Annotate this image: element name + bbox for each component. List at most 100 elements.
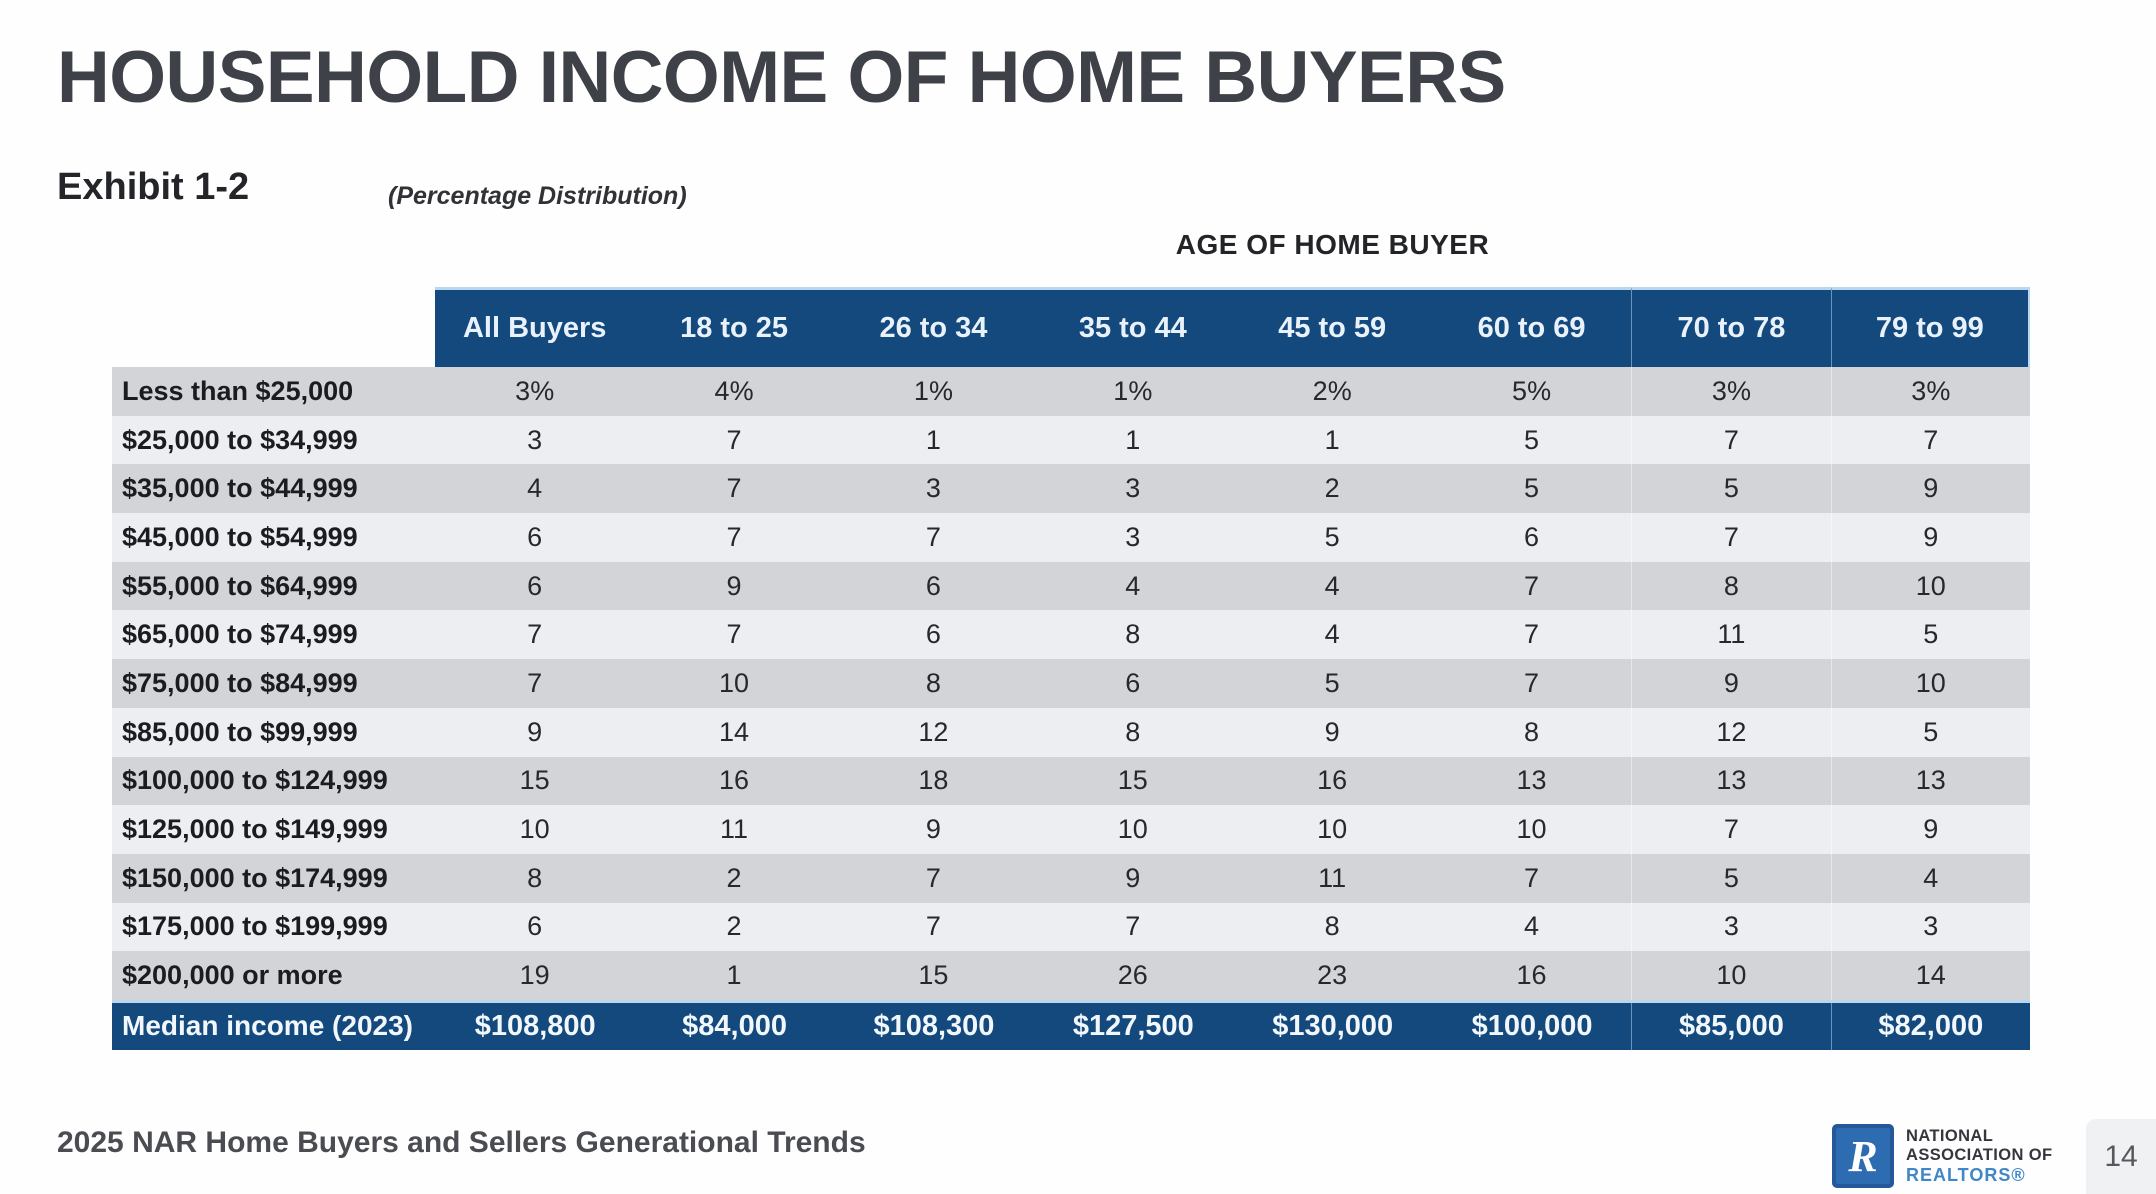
cell-value: 3% bbox=[1830, 367, 2030, 416]
cell-value: 2 bbox=[726, 862, 742, 893]
cell-value: 9 bbox=[1830, 805, 2030, 854]
nar-logo-mark-icon: R bbox=[1832, 1124, 1894, 1188]
cell-value: 6 bbox=[925, 619, 941, 650]
age-group-header: AGE OF HOME BUYER bbox=[1175, 229, 1490, 260]
page-number-badge: 14 bbox=[2086, 1119, 2156, 1194]
cell-value: 2 bbox=[726, 911, 742, 942]
nar-logo: R NATIONAL ASSOCIATION OF REALTORS® bbox=[1832, 1124, 2052, 1188]
cell-value: 11 bbox=[1318, 862, 1347, 893]
row-label: $75,000 to $84,999 bbox=[122, 667, 358, 698]
cell-value: 8 bbox=[527, 862, 543, 893]
row-label: $65,000 to $74,999 bbox=[122, 619, 358, 650]
cell-value: 9 bbox=[1830, 513, 2030, 562]
cell-value: 7 bbox=[726, 473, 742, 504]
cell-value: 4% bbox=[714, 375, 754, 406]
cell-value: 7 bbox=[1631, 415, 1830, 465]
cell-value: 26 bbox=[1117, 960, 1148, 991]
cell-value: 3 bbox=[1125, 473, 1141, 504]
cell-value: 6 bbox=[527, 570, 543, 601]
cell-value: 13 bbox=[1516, 765, 1547, 796]
cell-value: 3 bbox=[1631, 902, 1830, 952]
cell-value: 14 bbox=[1830, 951, 2030, 1000]
cell-value: 8 bbox=[925, 667, 941, 698]
cell-value: 5 bbox=[1324, 667, 1340, 698]
cell-value: 4 bbox=[1524, 911, 1540, 942]
cell-value: 6 bbox=[925, 570, 941, 601]
cell-value: 4 bbox=[1830, 853, 2030, 903]
cell-value: 12 bbox=[1631, 707, 1830, 757]
row-label: $45,000 to $54,999 bbox=[122, 521, 358, 552]
median-cell-value: $100,000 bbox=[1471, 1009, 1593, 1042]
cell-value: 9 bbox=[1631, 659, 1830, 708]
cell-value: 10 bbox=[1830, 561, 2030, 611]
column-header: 79 to 99 bbox=[1830, 287, 2030, 367]
column-header: 45 to 59 bbox=[1232, 287, 1432, 367]
cell-value: 5 bbox=[1830, 610, 2030, 660]
cell-value: 5 bbox=[1524, 473, 1540, 504]
table-row: $175,000 to $199,999 6 2 7 7 8 4 3 3 bbox=[112, 902, 2030, 952]
cell-value: 10 bbox=[1631, 951, 1830, 1000]
median-cell-value: $84,000 bbox=[682, 1009, 787, 1042]
cell-value: 7 bbox=[1125, 911, 1141, 942]
cell-value: 3% bbox=[1631, 367, 1830, 416]
cell-value: 23 bbox=[1317, 960, 1348, 991]
cell-value: 8 bbox=[1125, 619, 1141, 650]
nar-logo-line-national: NATIONAL bbox=[1906, 1126, 1994, 1145]
cell-value: 14 bbox=[719, 716, 750, 747]
cell-value: 7 bbox=[1631, 805, 1830, 854]
cell-value: 8 bbox=[1524, 716, 1540, 747]
median-row: Median income (2023) $108,800 $84,000 $108… bbox=[112, 999, 2030, 1050]
cell-value: 7 bbox=[1524, 862, 1540, 893]
cell-value: 2% bbox=[1312, 375, 1352, 406]
cell-value: 16 bbox=[1317, 765, 1348, 796]
cell-value: 9 bbox=[1125, 862, 1141, 893]
exhibit-label: Exhibit 1-2 bbox=[57, 166, 250, 208]
cell-value: 12 bbox=[918, 716, 949, 747]
cell-value: 3 bbox=[527, 424, 543, 455]
row-label: Less than $25,000 bbox=[122, 375, 354, 406]
cell-value: 5% bbox=[1512, 375, 1552, 406]
table-row: $200,000 or more 19 1 15 26 23 16 10 14 bbox=[112, 951, 2030, 1000]
table-row: $65,000 to $74,999 7 7 6 8 4 7 11 5 bbox=[112, 610, 2030, 660]
row-label: $25,000 to $34,999 bbox=[122, 424, 358, 455]
cell-value: 4 bbox=[1324, 570, 1340, 601]
row-label: $150,000 to $174,999 bbox=[122, 862, 388, 893]
row-label: $200,000 or more bbox=[122, 960, 343, 991]
cell-value: 18 bbox=[918, 765, 949, 796]
nar-logo-line-realtors: REALTORS® bbox=[1906, 1164, 2026, 1185]
cell-value: 7 bbox=[527, 667, 543, 698]
cell-value: 10 bbox=[1317, 814, 1348, 845]
table-header-row: All Buyers 18 to 25 26 to 34 35 to 44 45 to … bbox=[112, 287, 2030, 367]
cell-value: 7 bbox=[726, 619, 742, 650]
cell-value: 19 bbox=[519, 960, 550, 991]
cell-value: 10 bbox=[1117, 814, 1148, 845]
cell-value: 10 bbox=[1830, 659, 2030, 708]
table-corner-blank bbox=[112, 287, 435, 367]
cell-value: 15 bbox=[918, 960, 949, 991]
cell-value: 4 bbox=[1125, 570, 1141, 601]
cell-value: 1 bbox=[726, 960, 742, 991]
cell-value: 6 bbox=[527, 911, 543, 942]
cell-value: 5 bbox=[1830, 707, 2030, 757]
cell-value: 5 bbox=[1631, 464, 1830, 514]
cell-value: 3 bbox=[925, 473, 941, 504]
row-label: $175,000 to $199,999 bbox=[122, 911, 388, 942]
cell-value: 7 bbox=[1830, 415, 2030, 465]
income-table: All Buyers 18 to 25 26 to 34 35 to 44 45 to … bbox=[112, 287, 2030, 1050]
row-label: $100,000 to $124,999 bbox=[122, 765, 388, 796]
table-row: $100,000 to $124,999 15 16 18 15 16 13 13 13 bbox=[112, 756, 2030, 806]
column-header: All Buyers bbox=[435, 287, 635, 367]
cell-value: 9 bbox=[527, 716, 543, 747]
cell-value: 16 bbox=[719, 765, 750, 796]
cell-value: 7 bbox=[1524, 667, 1540, 698]
cell-value: 1 bbox=[1324, 424, 1340, 455]
subtitle-percentage-distribution: (Percentage Distribution) bbox=[388, 182, 687, 210]
row-label: $125,000 to $149,999 bbox=[122, 814, 388, 845]
cell-value: 3 bbox=[1125, 521, 1141, 552]
table-row: $35,000 to $44,999 4 7 3 3 2 5 5 9 bbox=[112, 464, 2030, 514]
cell-value: 1% bbox=[913, 375, 953, 406]
cell-value: 1 bbox=[925, 424, 941, 455]
cell-value: 6 bbox=[1125, 667, 1141, 698]
table-row: $85,000 to $99,999 9 14 12 8 9 8 12 5 bbox=[112, 707, 2030, 757]
cell-value: 13 bbox=[1830, 756, 2030, 806]
